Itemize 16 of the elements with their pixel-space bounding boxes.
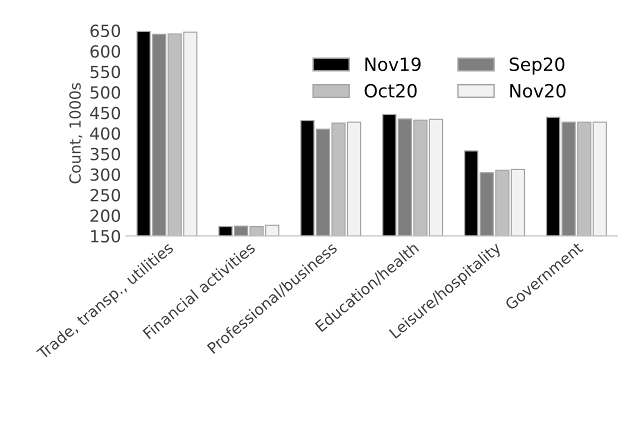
y-axis-title: Count, 1000s <box>69 83 82 184</box>
y-tick-label: 300 <box>90 168 120 181</box>
legend-label: Nov19 <box>365 57 421 72</box>
y-tick-label: 650 <box>90 24 120 38</box>
y-tick-label: 600 <box>90 45 120 58</box>
y-tick-label: 250 <box>90 188 120 202</box>
y-tick-label: 200 <box>90 209 120 222</box>
legend-label: Oct20 <box>364 84 417 98</box>
y-tick-label: 150 <box>91 230 120 243</box>
legend-label: Sep20 <box>510 57 564 75</box>
y-tick-label: 350 <box>90 148 120 160</box>
y-tick-label: 550 <box>90 66 120 78</box>
y-tick-label: 500 <box>90 86 120 99</box>
legend-label: Nov20 <box>510 84 566 98</box>
y-tick-label: 400 <box>90 127 120 140</box>
y-tick-label: 450 <box>90 106 120 120</box>
